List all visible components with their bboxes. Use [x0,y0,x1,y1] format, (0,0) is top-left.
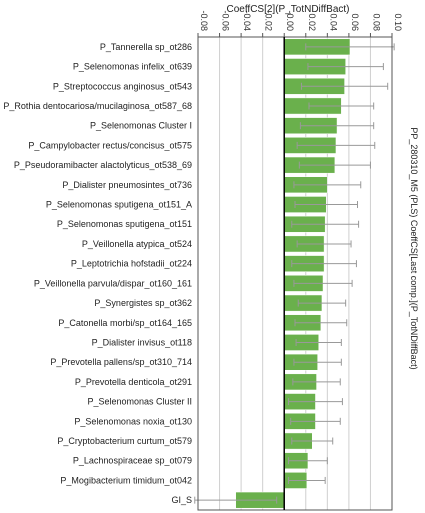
x-tick-label: -0.06 [221,10,231,31]
category-label: P_Selenomonas infelix_ot639 [73,62,192,72]
x-axis-ticks: -0.08 -0.06 -0.04 -0.02 -0.00 0.02 0.04 0.06 0.0… [197,10,403,37]
x-tick-label: 0.06 [350,13,360,31]
category-label: P_Selenomonas Cluster I [90,121,192,131]
category-label: P_Tannerella sp_ot286 [100,42,192,52]
category-label: P_Prevotella denticola_ot291 [75,377,192,387]
chart-title: CoeffCS[2](P_TotNDiffBact) [226,4,349,15]
error-bars [194,43,395,504]
x-tick-label: 0.02 [307,13,317,31]
category-label: P_Selenomonas Cluster II [87,397,192,407]
category-label: P_Veillonella parvula/dispar_ot160_161 [34,278,192,288]
category-label: P_Lachnospiraceae sp_ot079 [73,456,192,466]
side-axis-label: PP_280310_M5 (PLS) CoeffCS[Last comp.](P… [409,127,419,369]
category-label: P_Campylobacter rectus/concisus_ot575 [28,140,192,150]
category-label: P_Selenomonas sputigena_ot151 [57,219,192,229]
category-label: P_Mogibacterium timidum_ot042 [60,475,192,485]
x-tick-label: 0.08 [371,13,381,31]
category-label: P_Cryptobacterium curtum_ot579 [57,436,192,446]
plot-frame [197,36,393,511]
category-label: P_Streptococcus anginosus_ot543 [53,81,192,91]
category-label: P_Veillonella atypica_ot524 [82,239,192,249]
x-tick-label: -0.08 [199,10,209,31]
category-label: P_Synergistes sp_ot362 [94,298,192,308]
category-labels: P_Tannerella sp_ot286 P_Selenomonas infel… [3,42,192,505]
category-label: GI_S [171,495,192,505]
x-tick-label: -0.04 [242,10,252,31]
x-tick-label: 0.04 [328,13,338,31]
x-tick-label: -0.02 [264,10,274,31]
category-label: P_Catonella morbi/sp_ot164_165 [58,318,192,328]
x-tick-label: -0.00 [285,10,295,31]
category-label: P_Prevotella pallens/sp_ot310_714 [50,357,192,367]
x-tick-label: 0.10 [393,13,403,31]
category-label: P_Pseudoramibacter alactolyticus_ot538_6… [14,160,192,170]
category-label: P_Dialister pneumosintes_ot736 [62,180,192,190]
category-label: P_Leptotrichia hofstadii_ot224 [71,259,192,269]
category-label: P_Selenomonas sputigena_ot151_A [46,200,192,210]
category-label: P_Rothia dentocariosa/mucilaginosa_ot587… [3,101,192,111]
category-label: P_Selenomonas noxia_ot130 [74,416,192,426]
category-label: P_Dialister invisus_ot118 [92,337,192,347]
